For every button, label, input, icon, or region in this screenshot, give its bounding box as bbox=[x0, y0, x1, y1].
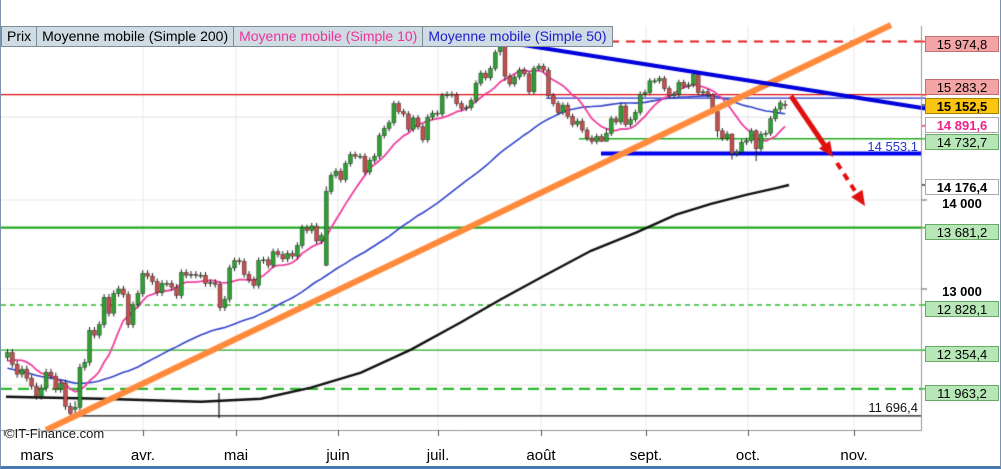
x-axis-label: mars bbox=[20, 447, 54, 464]
y-axis-label: 12 354,4 bbox=[925, 346, 999, 363]
y-axis-label: 12 828,1 bbox=[925, 300, 999, 317]
legend-item-ma200[interactable]: Moyenne mobile (Simple 200) bbox=[37, 26, 235, 47]
x-axis-label: juin bbox=[326, 447, 350, 464]
y-axis-label: 15 974,8 bbox=[925, 35, 999, 52]
x-axis-label: nov. bbox=[840, 447, 868, 464]
y-axis-label: 11 963,2 bbox=[925, 384, 999, 401]
y-axis-label: 14 000 bbox=[942, 196, 982, 211]
x-axis-label: août bbox=[526, 447, 556, 464]
y-axis-label: 13 681,2 bbox=[925, 223, 999, 240]
watermark: ©IT-Finance.com bbox=[5, 426, 105, 441]
y-axis-label: 14 732,7 bbox=[925, 133, 999, 150]
x-axis-label: oct. bbox=[735, 447, 761, 464]
x-axis-label: mai bbox=[223, 447, 249, 464]
y-axis-label: 14 891,6 bbox=[925, 116, 999, 133]
y-axis-label: 13 000 bbox=[942, 283, 982, 299]
y-axis-label: 15 152,5 bbox=[925, 97, 999, 114]
x-axis-label: avr. bbox=[130, 447, 156, 464]
x-axis-label: juil. bbox=[426, 447, 450, 464]
legend-item-ma10[interactable]: Moyenne mobile (Simple 10) bbox=[234, 26, 424, 47]
legend-item-ma50[interactable]: Moyenne mobile (Simple 50) bbox=[423, 26, 613, 47]
y-axis-label: 14 176,4 bbox=[925, 178, 999, 195]
legend-item-price[interactable]: Prix bbox=[1, 26, 38, 47]
low-price-label: 11 696,4 bbox=[868, 400, 918, 415]
chart-legend: Prix Moyenne mobile (Simple 200) Moyenne… bbox=[1, 26, 613, 47]
x-axis-label: sept. bbox=[629, 447, 663, 464]
support-price-label: 14 553,1 bbox=[867, 139, 918, 154]
y-axis-label: 15 283,2 bbox=[925, 78, 999, 95]
